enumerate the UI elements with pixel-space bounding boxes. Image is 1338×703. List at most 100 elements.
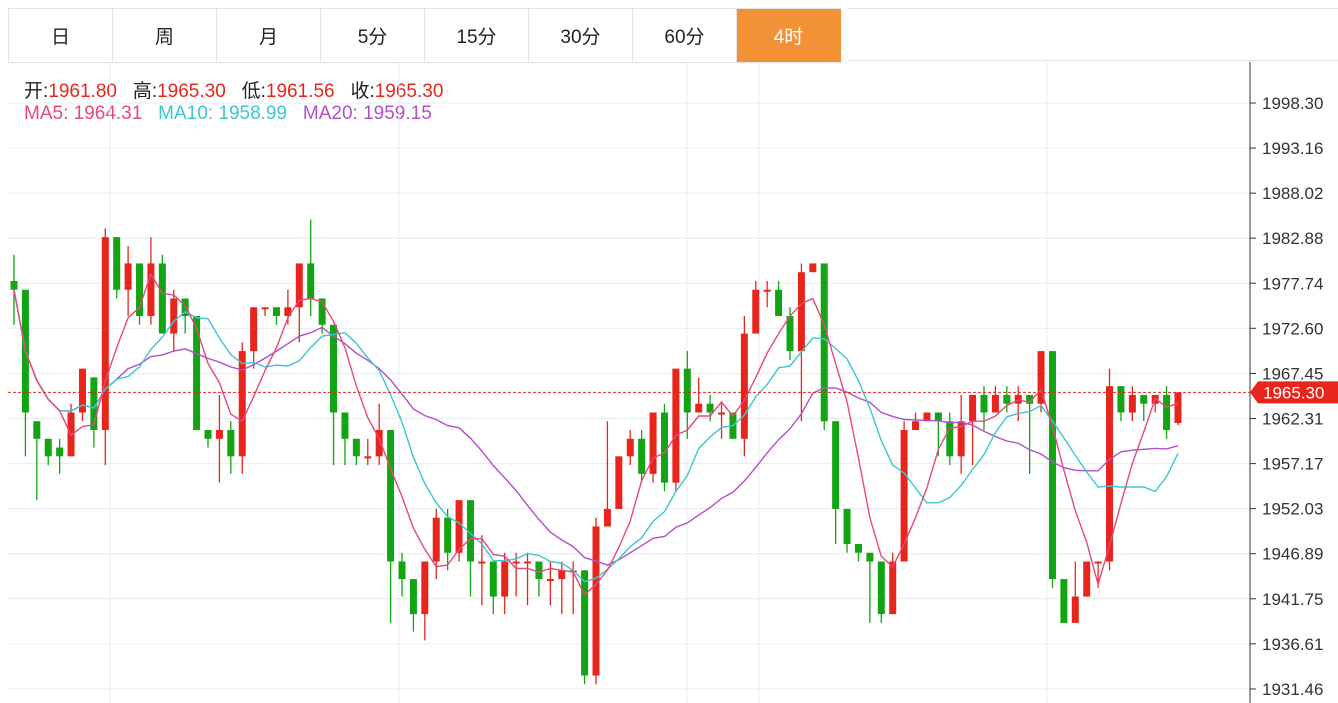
candle-body [934, 412, 942, 422]
candle-body [1003, 394, 1011, 404]
open-value: 1961.80 [48, 81, 117, 102]
candle-body [672, 368, 680, 483]
y-tick-label: 1972.60 [1262, 319, 1323, 338]
candle-body [752, 289, 760, 334]
candle-body [558, 570, 566, 580]
candle-body [261, 307, 269, 310]
candle-body [626, 438, 634, 457]
candle-body [33, 421, 41, 439]
candle-body [90, 377, 98, 431]
open-label: 开: [24, 81, 49, 102]
ma10-value: 1958.99 [218, 103, 288, 124]
candle-body [912, 421, 920, 431]
candle-body [797, 272, 805, 352]
candle-body [957, 421, 965, 457]
candle-body [718, 412, 726, 415]
candle-body [295, 263, 303, 308]
y-tick-label: 1952.03 [1262, 500, 1323, 519]
candle-body [432, 517, 440, 562]
candle-body [889, 561, 897, 615]
candle-body [592, 526, 600, 676]
candle-body [101, 237, 109, 431]
y-tick-label: 1936.61 [1262, 635, 1323, 654]
candle-body [1163, 394, 1171, 431]
candle-body [786, 316, 794, 352]
candle-body [227, 430, 235, 457]
candle-body [56, 447, 64, 457]
y-tick-label: 1967.45 [1262, 364, 1323, 383]
candle-body [318, 298, 326, 325]
candle-body [44, 438, 52, 457]
candle-body [695, 403, 703, 413]
tab-3[interactable]: 5分 [321, 9, 425, 62]
candle-body [204, 430, 212, 439]
candle-body [740, 333, 748, 439]
candle-body [969, 394, 977, 422]
candle-body [1048, 351, 1056, 580]
ma5-line [13, 272, 1179, 596]
ma20-label: MA20: [302, 103, 358, 124]
candle-body [341, 412, 349, 439]
candle-body [1094, 561, 1102, 564]
candle-body [1174, 392, 1182, 424]
ma10-label: MA10: [158, 103, 214, 124]
candle-body [466, 500, 474, 562]
candle-body [923, 412, 931, 422]
candle-body [444, 517, 452, 553]
candle-body [809, 263, 817, 273]
candle-body [581, 570, 589, 676]
candle-body [603, 508, 611, 527]
candle-body [193, 316, 201, 431]
tab-6[interactable]: 60分 [633, 9, 737, 62]
candle-body [78, 368, 86, 413]
candle-body [991, 394, 999, 413]
y-tick-label: 1931.46 [1262, 680, 1323, 699]
candle-body [512, 561, 520, 564]
candle-body [1140, 394, 1148, 404]
candle-body [124, 263, 132, 290]
y-tick-label: 1993.16 [1262, 139, 1323, 158]
candle-body [775, 289, 783, 317]
candle-body [364, 456, 372, 459]
ma5-value: 1964.31 [73, 103, 143, 124]
candle-body [158, 263, 166, 334]
candle-body [421, 561, 429, 615]
candle-body [250, 307, 258, 352]
tab-2[interactable]: 月 [217, 9, 321, 62]
tab-1[interactable]: 周 [113, 9, 217, 62]
candle-body [843, 508, 851, 544]
candle-body [832, 421, 840, 509]
low-value: 1961.56 [265, 81, 335, 102]
candle-body [854, 543, 862, 553]
candle-body [946, 421, 954, 457]
y-tick-label: 1941.75 [1262, 590, 1323, 609]
low-label: 低: [241, 81, 266, 102]
candle-body [649, 412, 657, 474]
candle-body [1128, 394, 1136, 413]
candle-body [683, 368, 691, 413]
candle-body [546, 579, 554, 582]
candle-body [1060, 579, 1068, 623]
tab-7[interactable]: 4时 [737, 9, 841, 62]
ma5-label: MA5: [24, 103, 69, 124]
candle-body [147, 263, 155, 317]
candle-body [501, 561, 509, 597]
tab-4[interactable]: 15分 [425, 9, 529, 62]
candle-body [763, 289, 771, 292]
candle-body [215, 430, 223, 439]
y-tick-label: 1962.31 [1262, 410, 1323, 429]
close-value: 1965.30 [374, 81, 444, 102]
y-tick-label: 1957.17 [1262, 455, 1323, 474]
candle-body [660, 412, 668, 483]
candle-body [10, 280, 18, 290]
tab-5[interactable]: 30分 [529, 9, 633, 62]
candle-body [113, 237, 121, 290]
candle-body [877, 561, 885, 615]
candle-body [181, 298, 189, 317]
candle-body [238, 351, 246, 457]
y-tick-label: 1988.02 [1262, 184, 1323, 203]
candle-body [284, 307, 292, 317]
ma20-line [13, 289, 1179, 566]
candle-body [706, 403, 714, 413]
tab-0[interactable]: 日 [9, 9, 113, 62]
